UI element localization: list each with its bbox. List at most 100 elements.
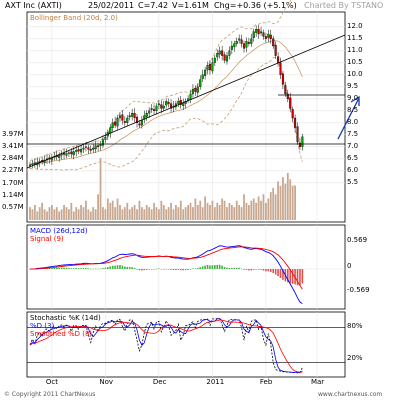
volume-bar [65,207,68,220]
macd-histogram-bar [289,269,292,284]
volume-tick-label: 3.41M [2,141,24,150]
volume-bar [209,205,211,220]
volume-bar [247,205,250,220]
candle [240,34,243,48]
volume-bar [50,205,53,220]
candle [160,100,163,114]
volume-bar [235,200,238,220]
macd-histogram-bar [109,266,112,269]
candle [167,98,170,108]
candle [199,75,202,90]
macd-histogram-bar [279,269,282,279]
volume-bar [55,207,58,220]
volume-bar [194,198,197,220]
charted-by-label: Charted By TSTANO [304,1,384,10]
candle [211,57,214,74]
macd-histogram-bar [126,266,129,269]
macd-histogram-bar [97,268,99,270]
candle [87,144,90,154]
volume-bar [99,157,102,220]
target-arrow-head [350,95,360,106]
candle [165,98,168,109]
volume-bar [170,202,172,220]
candle [286,89,289,103]
volume-bar [250,200,253,220]
price-tick-label: 9.5 [347,81,359,90]
macd-histogram-bar [121,265,124,269]
price-tick-label: 6.0 [347,165,359,174]
candle [221,45,224,61]
volume-bar [123,207,126,220]
macd-histogram-bar [238,267,240,269]
volume-bar [92,207,95,220]
macd-histogram-bar [148,269,150,270]
macd-histogram-bar [252,269,255,270]
volume-bar [148,207,151,220]
candle [179,95,182,109]
macd-histogram-bar [165,268,167,270]
volume-bar [218,205,221,220]
candle [77,146,80,154]
volume-bar [206,202,209,220]
macd-panel [27,245,345,304]
macd-histogram-bar [160,268,163,270]
candle [114,116,117,129]
volume-bar [109,202,112,220]
candle [218,46,221,59]
volume-bar [43,209,46,220]
macd-histogram-bar [53,267,56,269]
volume-bar [94,209,97,220]
candle [133,108,136,123]
candle [99,140,102,151]
macd-legend: MACD (26d,12d) [30,227,88,235]
macd-histogram-bar [243,269,245,270]
stoch-d-legend: %D (3) [30,322,55,330]
candle [50,154,53,166]
volume-bar [228,202,231,220]
volume-bar [165,209,168,220]
macd-histogram-bar [267,269,270,272]
candle [170,99,173,113]
candle [242,40,246,53]
macd-histogram-bar [65,267,68,269]
volume-bar [58,211,61,220]
candle [157,100,160,110]
volume-bar [196,205,199,220]
macd-histogram-bar [286,269,289,283]
candle [111,118,114,133]
macd-histogram-bar [274,269,277,275]
macd-histogram-bar [257,269,260,270]
price-tick-label: 7.0 [347,141,359,150]
quote-date: 25/02/2011 [88,1,135,10]
stoch-panel-frame [26,311,346,378]
candle [238,34,241,44]
macd-histogram-bar [197,267,199,269]
price-tick-label: 11.5 [347,33,363,42]
candle [65,148,68,159]
volume-bar [53,209,56,220]
candle [259,26,263,36]
date-tick-label: Nov [99,378,114,386]
macd-histogram-bar [216,264,219,269]
volume-bar [294,185,296,220]
candle [138,120,141,129]
candle [281,70,284,90]
volume-bar [97,194,99,220]
macd-histogram-bar [162,269,165,270]
macd-histogram-bar [233,267,236,269]
macd-histogram-bar [68,267,70,269]
volume-bar [172,209,175,220]
macd-histogram-bar [104,267,107,269]
candle [230,40,233,55]
candle [187,95,190,104]
macd-histogram-bar [87,268,90,269]
volume-bar [213,207,216,220]
candle [301,133,304,151]
candle [250,33,253,47]
ticker-title: AXT Inc (AXTI) [5,1,62,10]
macd-histogram-bar [235,267,238,269]
candle [208,59,212,75]
candle [279,57,282,80]
volume-bar [274,194,277,220]
